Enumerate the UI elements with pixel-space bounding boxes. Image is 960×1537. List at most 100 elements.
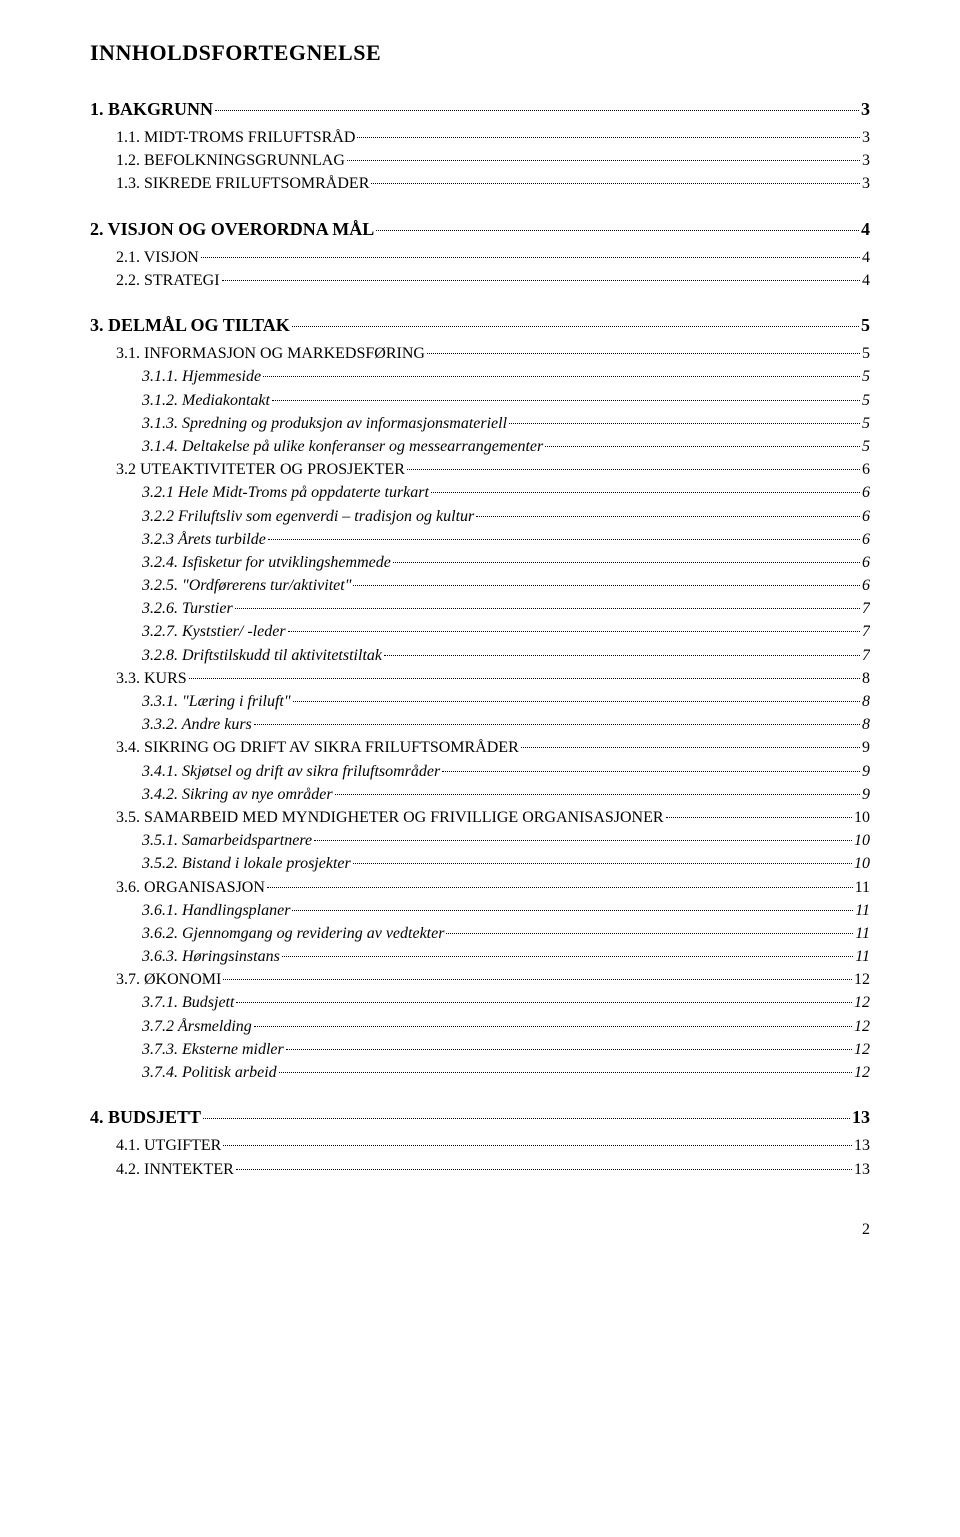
toc-entry-label: 3.7.3. Eksterne midler (142, 1038, 284, 1061)
table-of-contents: 1. BAKGRUNN 31.1. MIDT-TROMS FRILUFTSRÅD… (90, 96, 870, 1181)
toc-entry-label: 3.1. INFORMASJON OG MARKEDSFØRING (116, 342, 425, 365)
toc-entry-page: 13 (854, 1134, 870, 1157)
toc-leader-dots (189, 678, 860, 679)
toc-leader-dots (521, 747, 860, 748)
toc-entry-label: 1.2. BEFOLKNINGSGRUNNLAG (116, 149, 345, 172)
toc-entry-label: 1.1. MIDT-TROMS FRILUFTSRÅD (116, 126, 355, 149)
toc-leader-dots (335, 794, 860, 795)
toc-entry: 3.6.3. Høringsinstans 11 (90, 945, 870, 968)
toc-entry-page: 5 (862, 412, 870, 435)
toc-entry-label: 3.5. SAMARBEID MED MYNDIGHETER OG FRIVIL… (116, 806, 664, 829)
toc-entry-label: 3.5.1. Samarbeidspartnere (142, 829, 312, 852)
toc-entry-page: 13 (854, 1158, 870, 1181)
toc-entry-page: 4 (862, 269, 870, 292)
toc-entry-page: 5 (861, 312, 870, 338)
toc-entry-label: 3.2 UTEAKTIVITETER OG PROSJEKTER (116, 458, 405, 481)
toc-entry: 3. DELMÅL OG TILTAK 5 (90, 312, 870, 338)
toc-leader-dots (292, 910, 853, 911)
toc-entry: 3.2.8. Driftstilskudd til aktivitetstilt… (90, 644, 870, 667)
toc-entry: 3.2.5. "Ordførerens tur/aktivitet" 6 (90, 574, 870, 597)
toc-leader-dots (263, 376, 860, 377)
toc-entry-label: 3.1.3. Spredning og produksjon av inform… (142, 412, 507, 435)
toc-leader-dots (371, 183, 860, 184)
toc-entry-label: 3.1.1. Hjemmeside (142, 365, 261, 388)
toc-leader-dots (286, 1049, 852, 1050)
toc-entry-page: 3 (862, 149, 870, 172)
toc-entry: 3.3.1. "Læring i friluft" 8 (90, 690, 870, 713)
toc-entry: 3.6.1. Handlingsplaner 11 (90, 899, 870, 922)
toc-leader-dots (393, 562, 860, 563)
toc-entry-page: 6 (862, 528, 870, 551)
toc-entry: 3.2.3 Årets turbilde 6 (90, 528, 870, 551)
toc-leader-dots (292, 326, 859, 327)
toc-entry-page: 8 (862, 667, 870, 690)
toc-leader-dots (357, 137, 860, 138)
toc-entry-page: 3 (861, 96, 870, 122)
toc-leader-dots (293, 701, 860, 702)
toc-entry-label: 3.7.1. Budsjett (142, 991, 234, 1014)
toc-leader-dots (236, 1002, 852, 1003)
toc-entry-page: 6 (862, 458, 870, 481)
toc-leader-dots (203, 1118, 850, 1119)
toc-entry-page: 5 (862, 435, 870, 458)
page-footer-number: 2 (90, 1221, 870, 1239)
toc-entry-label: 3.3.2. Andre kurs (142, 713, 252, 736)
toc-entry: 3.2.1 Hele Midt-Troms på oppdaterte turk… (90, 481, 870, 504)
toc-entry-label: 3.4.1. Skjøtsel og drift av sikra friluf… (142, 760, 440, 783)
toc-entry: 2. VISJON OG OVERORDNA MÅL 4 (90, 216, 870, 242)
toc-leader-dots (446, 933, 853, 934)
toc-entry-page: 7 (862, 620, 870, 643)
toc-leader-dots (236, 1169, 852, 1170)
toc-leader-dots (223, 1145, 852, 1146)
toc-entry: 3.7. ØKONOMI 12 (90, 968, 870, 991)
toc-entry-label: 3.1.4. Deltakelse på ulike konferanser o… (142, 435, 543, 458)
toc-leader-dots (272, 400, 860, 401)
toc-entry: 3.7.2 Årsmelding 12 (90, 1015, 870, 1038)
toc-entry: 4.1. UTGIFTER 13 (90, 1134, 870, 1157)
toc-entry-label: 2.1. VISJON (116, 246, 199, 269)
toc-entry-page: 11 (855, 899, 870, 922)
toc-entry-page: 8 (862, 690, 870, 713)
toc-leader-dots (666, 817, 852, 818)
toc-entry-page: 6 (862, 505, 870, 528)
toc-leader-dots (376, 230, 859, 231)
toc-entry: 3.7.3. Eksterne midler 12 (90, 1038, 870, 1061)
toc-entry-page: 8 (862, 713, 870, 736)
toc-entry-page: 10 (854, 852, 870, 875)
toc-entry-label: 3.2.4. Isfisketur for utviklingshemmede (142, 551, 391, 574)
toc-entry-page: 12 (854, 968, 870, 991)
toc-leader-dots (235, 608, 860, 609)
toc-entry: 1.3. SIKREDE FRILUFTSOMRÅDER 3 (90, 172, 870, 195)
toc-leader-dots (442, 771, 860, 772)
toc-entry-label: 3.2.1 Hele Midt-Troms på oppdaterte turk… (142, 481, 429, 504)
toc-entry-page: 4 (861, 216, 870, 242)
toc-leader-dots (407, 469, 860, 470)
toc-entry: 3.2.6. Turstier 7 (90, 597, 870, 620)
toc-entry-label: 3.2.6. Turstier (142, 597, 233, 620)
toc-entry-label: 3. DELMÅL OG TILTAK (90, 312, 290, 338)
toc-entry: 3.4.2. Sikring av nye områder 9 (90, 783, 870, 806)
toc-entry-page: 7 (862, 597, 870, 620)
toc-entry: 3.2.4. Isfisketur for utviklingshemmede … (90, 551, 870, 574)
toc-entry-label: 3.6.1. Handlingsplaner (142, 899, 290, 922)
toc-leader-dots (353, 863, 852, 864)
toc-entry: 3.6.2. Gjennomgang og revidering av vedt… (90, 922, 870, 945)
toc-leader-dots (476, 516, 860, 517)
toc-entry-page: 11 (855, 945, 870, 968)
toc-entry: 3.4.1. Skjøtsel og drift av sikra friluf… (90, 760, 870, 783)
toc-leader-dots (384, 655, 860, 656)
toc-entry-label: 3.7.2 Årsmelding (142, 1015, 252, 1038)
toc-entry-label: 4.1. UTGIFTER (116, 1134, 221, 1157)
toc-entry: 3.3.2. Andre kurs 8 (90, 713, 870, 736)
toc-entry: 3.7.1. Budsjett 12 (90, 991, 870, 1014)
page-title: INNHOLDSFORTEGNELSE (90, 40, 870, 66)
toc-entry-page: 3 (862, 172, 870, 195)
toc-entry-page: 12 (854, 1015, 870, 1038)
toc-entry-label: 3.2.7. Kyststier/ -leder (142, 620, 286, 643)
toc-entry-page: 11 (855, 876, 870, 899)
toc-entry-label: 3.2.5. "Ordførerens tur/aktivitet" (142, 574, 351, 597)
toc-entry: 3.2.7. Kyststier/ -leder 7 (90, 620, 870, 643)
toc-entry-page: 12 (854, 1061, 870, 1084)
toc-entry-page: 9 (862, 783, 870, 806)
toc-entry-label: 3.3.1. "Læring i friluft" (142, 690, 291, 713)
